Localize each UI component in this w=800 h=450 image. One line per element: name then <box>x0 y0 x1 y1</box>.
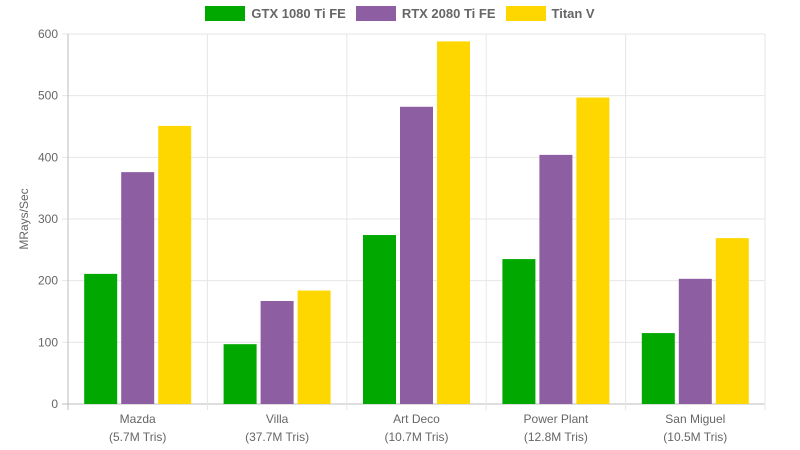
bar-gtx-1080-ti-fe-art-deco[interactable] <box>363 235 396 404</box>
legend-item-titan-v[interactable]: Titan V <box>505 6 595 21</box>
bar-gtx-1080-ti-fe-power-plant[interactable] <box>502 259 536 404</box>
bar-rtx-2080-ti-fe-san-miguel[interactable] <box>678 278 712 404</box>
y-tick-label-0: 0 <box>51 397 58 411</box>
bar-titan-v-mazda[interactable] <box>158 125 192 404</box>
x-tick-label: San Miguel <box>665 412 725 426</box>
bar-rtx-2080-ti-fe-power-plant[interactable] <box>539 154 573 404</box>
y-tick-label-200: 200 <box>38 274 58 288</box>
legend-item-gtx-1080-ti-fe[interactable]: GTX 1080 Ti FE <box>205 6 346 21</box>
x-tick-sublabel: (10.5M Tris) <box>663 430 727 444</box>
legend-swatch-rtx-2080-ti-fe <box>355 6 396 21</box>
x-tick-sublabel: (37.7M Tris) <box>245 430 309 444</box>
bar-layer <box>84 41 749 405</box>
legend-label-rtx-2080-ti-fe: RTX 2080 Ti FE <box>401 6 496 21</box>
legend-swatch-gtx-1080-ti-fe <box>205 6 246 21</box>
x-tick-sublabel: (10.7M Tris) <box>384 430 448 444</box>
legend-swatch-titan-v <box>505 6 546 21</box>
x-tick-label: Art Deco <box>393 412 440 426</box>
bar-titan-v-san-miguel[interactable] <box>715 238 749 404</box>
bar-gtx-1080-ti-fe-mazda[interactable] <box>84 273 118 404</box>
y-tick-label-500: 500 <box>38 89 58 103</box>
x-tick-sublabel: (12.8M Tris) <box>524 430 588 444</box>
y-tick-label-400: 400 <box>38 150 58 164</box>
y-tick-label-100: 100 <box>38 335 58 349</box>
bar-titan-v-villa[interactable] <box>297 290 331 404</box>
legend-item-rtx-2080-ti-fe[interactable]: RTX 2080 Ti FE <box>355 6 496 21</box>
bar-rtx-2080-ti-fe-mazda[interactable] <box>121 172 155 404</box>
y-tick-label-300: 300 <box>38 212 58 226</box>
x-tick-label: Power Plant <box>524 412 589 426</box>
bar-gtx-1080-ti-fe-san-miguel[interactable] <box>641 333 675 404</box>
x-tick-sublabel: (5.7M Tris) <box>109 430 166 444</box>
legend-label-titan-v: Titan V <box>551 6 595 21</box>
x-tick-label: Villa <box>266 412 289 426</box>
bar-rtx-2080-ti-fe-villa[interactable] <box>260 301 294 404</box>
y-axis-title: MRays/Sec <box>17 188 31 249</box>
x-tick-label: Mazda <box>120 412 156 426</box>
legend: GTX 1080 Ti FE RTX 2080 Ti FE Titan V <box>0 6 800 21</box>
y-tick-label-600: 600 <box>38 27 58 41</box>
bar-titan-v-power-plant[interactable] <box>576 97 610 405</box>
legend-label-gtx-1080-ti-fe: GTX 1080 Ti FE <box>251 6 346 21</box>
label-layer: 0 100 200 300 400 500 600 MRays/Sec Mazda (5.7M T… <box>17 27 727 444</box>
bar-gtx-1080-ti-fe-villa[interactable] <box>223 344 257 404</box>
bar-rtx-2080-ti-fe-art-deco[interactable] <box>400 106 433 405</box>
bar-titan-v-art-deco[interactable] <box>437 41 470 405</box>
